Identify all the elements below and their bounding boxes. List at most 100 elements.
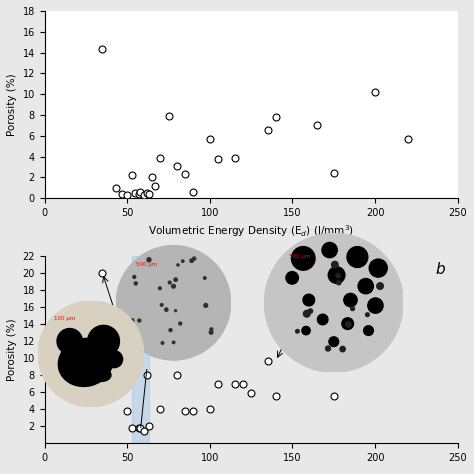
Point	[330, 170, 337, 177]
Point	[190, 188, 197, 196]
Circle shape	[292, 246, 315, 270]
Circle shape	[179, 322, 182, 325]
Bar	[132, 256, 149, 443]
Circle shape	[168, 281, 171, 284]
Point	[137, 188, 144, 196]
Circle shape	[342, 318, 354, 329]
Point	[123, 407, 131, 415]
Point	[247, 389, 255, 397]
Point	[135, 191, 143, 198]
Point	[128, 424, 136, 432]
Circle shape	[303, 310, 310, 317]
Circle shape	[174, 278, 177, 282]
Y-axis label: Porosity (%): Porosity (%)	[7, 73, 17, 136]
Point	[145, 191, 153, 198]
Point	[165, 112, 173, 120]
Point	[206, 135, 214, 143]
Point	[404, 135, 412, 143]
Circle shape	[138, 319, 141, 322]
Circle shape	[364, 326, 374, 336]
Circle shape	[336, 273, 340, 278]
Point	[214, 155, 222, 163]
Point	[156, 154, 164, 162]
Circle shape	[161, 342, 164, 344]
Circle shape	[365, 313, 369, 317]
Point	[231, 154, 238, 162]
Circle shape	[182, 260, 184, 262]
Point	[156, 405, 164, 413]
Circle shape	[368, 298, 383, 313]
Circle shape	[329, 337, 338, 346]
Point	[99, 269, 106, 277]
X-axis label: Volumetric Energy Density (E$_d$) (J/mm$^3$): Volumetric Energy Density (E$_d$) (J/mm$…	[148, 224, 354, 239]
Ellipse shape	[92, 369, 111, 382]
Point	[137, 424, 144, 432]
Point	[123, 191, 131, 199]
Circle shape	[177, 264, 179, 266]
Circle shape	[302, 327, 310, 335]
Point	[135, 424, 143, 432]
Circle shape	[88, 325, 119, 357]
Circle shape	[296, 329, 299, 333]
Y-axis label: Porosity (%): Porosity (%)	[7, 319, 17, 381]
Circle shape	[173, 341, 175, 344]
Point	[272, 392, 280, 400]
Point	[173, 162, 181, 170]
Point	[313, 122, 321, 129]
Point	[190, 407, 197, 415]
Point	[143, 189, 151, 197]
Circle shape	[340, 346, 345, 352]
Text: 500 μm: 500 μm	[137, 262, 158, 267]
Point	[173, 372, 181, 379]
Point	[118, 320, 126, 328]
Text: b: b	[436, 262, 446, 277]
Point	[99, 46, 106, 53]
Circle shape	[318, 314, 328, 325]
Circle shape	[192, 257, 196, 260]
Circle shape	[344, 293, 357, 307]
Point	[145, 422, 153, 430]
Circle shape	[322, 242, 337, 258]
Circle shape	[337, 281, 341, 285]
Point	[181, 407, 189, 415]
Point	[112, 184, 119, 191]
Point	[330, 392, 337, 400]
Circle shape	[328, 267, 345, 283]
Point	[132, 189, 139, 197]
Circle shape	[175, 310, 176, 311]
Circle shape	[164, 308, 168, 311]
Circle shape	[332, 261, 338, 268]
Point	[371, 88, 379, 96]
Circle shape	[172, 284, 175, 288]
Circle shape	[134, 282, 137, 285]
Circle shape	[57, 328, 82, 354]
Point	[181, 171, 189, 178]
Circle shape	[160, 303, 163, 306]
Circle shape	[369, 259, 387, 277]
Ellipse shape	[58, 338, 113, 386]
Point	[264, 126, 272, 133]
Point	[148, 173, 156, 181]
Point	[272, 113, 280, 121]
Circle shape	[347, 246, 368, 267]
Circle shape	[106, 351, 123, 368]
Point	[128, 172, 136, 179]
Circle shape	[38, 301, 144, 407]
Circle shape	[158, 287, 161, 290]
Point	[239, 380, 246, 388]
Point	[206, 405, 214, 413]
Circle shape	[377, 283, 383, 289]
Circle shape	[264, 233, 403, 372]
Circle shape	[286, 272, 299, 284]
Point	[231, 380, 238, 388]
Circle shape	[303, 294, 315, 306]
Circle shape	[147, 258, 151, 262]
Point	[143, 372, 151, 379]
Circle shape	[346, 321, 351, 327]
Circle shape	[190, 259, 193, 263]
Circle shape	[133, 275, 136, 278]
Point	[214, 380, 222, 388]
Point	[140, 427, 147, 434]
Text: 100 μm: 100 μm	[54, 316, 75, 321]
Circle shape	[358, 279, 374, 294]
